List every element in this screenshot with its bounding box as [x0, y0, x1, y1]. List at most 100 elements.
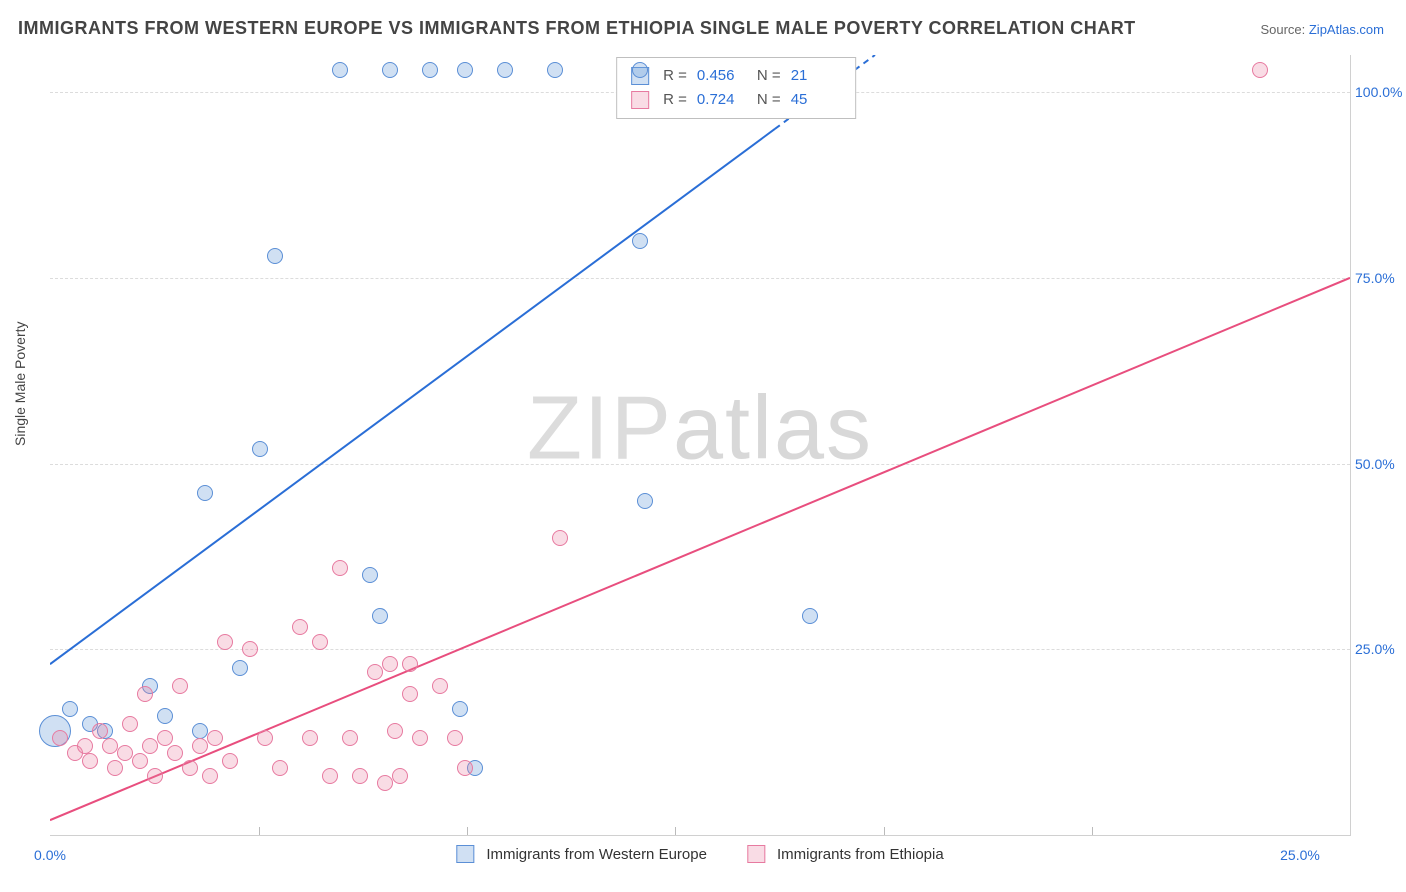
data-point — [377, 775, 393, 791]
r-value: 0.724 — [697, 88, 747, 112]
r-value: 0.456 — [697, 64, 747, 88]
data-point — [432, 678, 448, 694]
y-tick-label: 75.0% — [1355, 270, 1406, 286]
r-label: R = — [663, 64, 687, 88]
series-legend: Immigrants from Western Europe Immigrant… — [456, 845, 943, 863]
data-point — [252, 441, 268, 457]
data-point — [637, 493, 653, 509]
data-point — [142, 738, 158, 754]
x-minor-tick — [675, 827, 676, 835]
data-point — [242, 641, 258, 657]
data-point — [147, 768, 163, 784]
x-tick-label: 25.0% — [1280, 847, 1320, 863]
data-point — [372, 608, 388, 624]
data-point — [632, 62, 648, 78]
data-point — [342, 730, 358, 746]
data-point — [452, 701, 468, 717]
data-point — [192, 723, 208, 739]
data-point — [332, 62, 348, 78]
data-point — [1252, 62, 1268, 78]
trend-lines — [50, 55, 1350, 835]
x-minor-tick — [1092, 827, 1093, 835]
y-axis-label: Single Male Poverty — [12, 321, 28, 446]
data-point — [267, 248, 283, 264]
data-point — [402, 686, 418, 702]
data-point — [367, 664, 383, 680]
data-point — [77, 738, 93, 754]
y-tick-label: 100.0% — [1355, 84, 1406, 100]
n-label: N = — [757, 88, 781, 112]
chart-title: IMMIGRANTS FROM WESTERN EUROPE VS IMMIGR… — [18, 18, 1136, 39]
correlation-legend: R = 0.456 N = 21 R = 0.724 N = 45 — [616, 57, 856, 119]
legend-item: Immigrants from Ethiopia — [747, 845, 944, 863]
data-point — [497, 62, 513, 78]
legend-row: R = 0.456 N = 21 — [631, 64, 841, 88]
n-value: 21 — [791, 64, 841, 88]
legend-label: Immigrants from Western Europe — [486, 846, 707, 863]
legend-row: R = 0.724 N = 45 — [631, 88, 841, 112]
data-point — [182, 760, 198, 776]
data-point — [137, 686, 153, 702]
y-tick-label: 25.0% — [1355, 641, 1406, 657]
legend-swatch — [631, 91, 649, 109]
data-point — [447, 730, 463, 746]
data-point — [402, 656, 418, 672]
data-point — [217, 634, 233, 650]
legend-swatch — [456, 845, 474, 863]
legend-swatch — [747, 845, 765, 863]
data-point — [62, 701, 78, 717]
source-label: Source: ZipAtlas.com — [1260, 22, 1384, 37]
x-tick-label: 0.0% — [34, 847, 66, 863]
data-point — [197, 485, 213, 501]
data-point — [332, 560, 348, 576]
data-point — [382, 62, 398, 78]
data-point — [52, 730, 68, 746]
data-point — [82, 753, 98, 769]
data-point — [202, 768, 218, 784]
data-point — [392, 768, 408, 784]
data-point — [802, 608, 818, 624]
data-point — [157, 708, 173, 724]
n-label: N = — [757, 64, 781, 88]
source-link[interactable]: ZipAtlas.com — [1309, 22, 1384, 37]
r-label: R = — [663, 88, 687, 112]
data-point — [547, 62, 563, 78]
data-point — [167, 745, 183, 761]
legend-label: Immigrants from Ethiopia — [777, 846, 944, 863]
data-point — [362, 567, 378, 583]
x-minor-tick — [259, 827, 260, 835]
data-point — [92, 723, 108, 739]
source-prefix: Source: — [1260, 22, 1308, 37]
data-point — [207, 730, 223, 746]
data-point — [387, 723, 403, 739]
data-point — [632, 233, 648, 249]
data-point — [232, 660, 248, 676]
n-value: 45 — [791, 88, 841, 112]
data-point — [102, 738, 118, 754]
data-point — [272, 760, 288, 776]
scatter-plot: ZIPatlas R = 0.456 N = 21 R = 0.724 N = … — [50, 55, 1351, 836]
data-point — [422, 62, 438, 78]
x-minor-tick — [467, 827, 468, 835]
data-point — [457, 62, 473, 78]
data-point — [457, 760, 473, 776]
x-minor-tick — [884, 827, 885, 835]
data-point — [222, 753, 238, 769]
data-point — [117, 745, 133, 761]
data-point — [312, 634, 328, 650]
data-point — [352, 768, 368, 784]
data-point — [172, 678, 188, 694]
data-point — [382, 656, 398, 672]
data-point — [132, 753, 148, 769]
data-point — [412, 730, 428, 746]
y-tick-label: 50.0% — [1355, 456, 1406, 472]
data-point — [192, 738, 208, 754]
watermark: ZIPatlas — [527, 378, 873, 481]
grid-line — [50, 278, 1350, 279]
data-point — [107, 760, 123, 776]
data-point — [322, 768, 338, 784]
data-point — [552, 530, 568, 546]
data-point — [257, 730, 273, 746]
grid-line — [50, 464, 1350, 465]
data-point — [122, 716, 138, 732]
